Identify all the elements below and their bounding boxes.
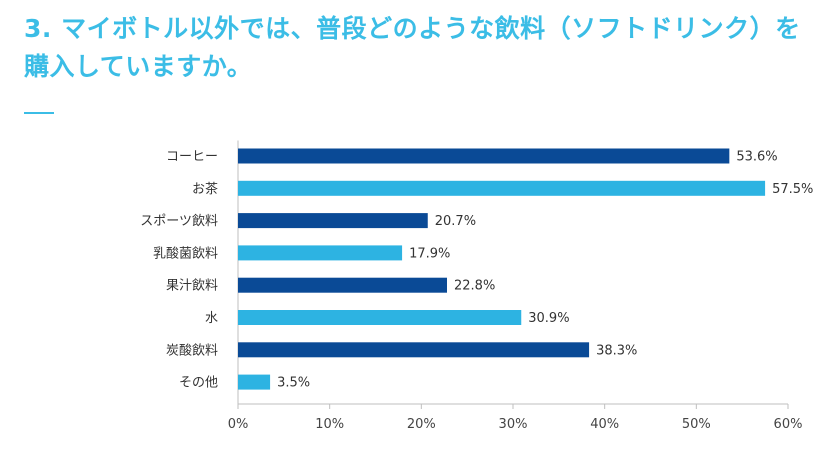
bar	[238, 342, 590, 358]
x-tick-label: 30%	[499, 417, 528, 432]
category-label: 乳酸菌飲料	[153, 245, 218, 261]
data-label: 53.6%	[736, 150, 777, 165]
x-tick-label: 0%	[228, 417, 249, 432]
category-label: コーヒー	[166, 150, 218, 165]
bar	[238, 374, 271, 390]
x-tick-label: 10%	[315, 417, 344, 432]
bars-group	[238, 148, 766, 390]
data-label: 38.3%	[596, 343, 637, 358]
bar	[238, 310, 522, 325]
x-tick-labels: 0% 10% 20% 30% 40% 50% 60%	[228, 417, 803, 432]
category-label: スポーツ飲料	[140, 213, 218, 229]
chart-title: 3. マイボトル以外では、普段どのような飲料（ソフトドリンク）を購入していますか…	[24, 14, 801, 81]
x-tick-label: 20%	[407, 417, 436, 432]
x-tick-label: 40%	[590, 417, 619, 432]
category-label: 水	[205, 311, 218, 326]
bar	[238, 277, 447, 293]
category-label: その他	[179, 376, 218, 391]
x-tick-label: 60%	[774, 417, 803, 432]
bar	[238, 148, 730, 164]
category-label: 果汁飲料	[166, 278, 218, 294]
title-underline	[24, 112, 54, 114]
bar	[238, 213, 428, 229]
x-axis	[237, 140, 789, 409]
x-tick-label: 50%	[682, 417, 711, 432]
data-label: 3.5%	[277, 376, 310, 391]
bar	[238, 180, 766, 196]
bar	[238, 245, 403, 261]
data-label: 30.9%	[528, 311, 569, 326]
value-labels: 53.6% 57.5% 20.7% 17.9% 22.8% 30.9% 38.3% 3.5%	[277, 150, 813, 391]
data-label: 22.8%	[454, 279, 495, 294]
data-label: 17.9%	[409, 246, 450, 261]
data-label: 20.7%	[435, 214, 476, 229]
category-label: お茶	[192, 181, 218, 197]
data-label: 57.5%	[772, 182, 813, 197]
category-label: 炭酸飲料	[166, 342, 218, 358]
